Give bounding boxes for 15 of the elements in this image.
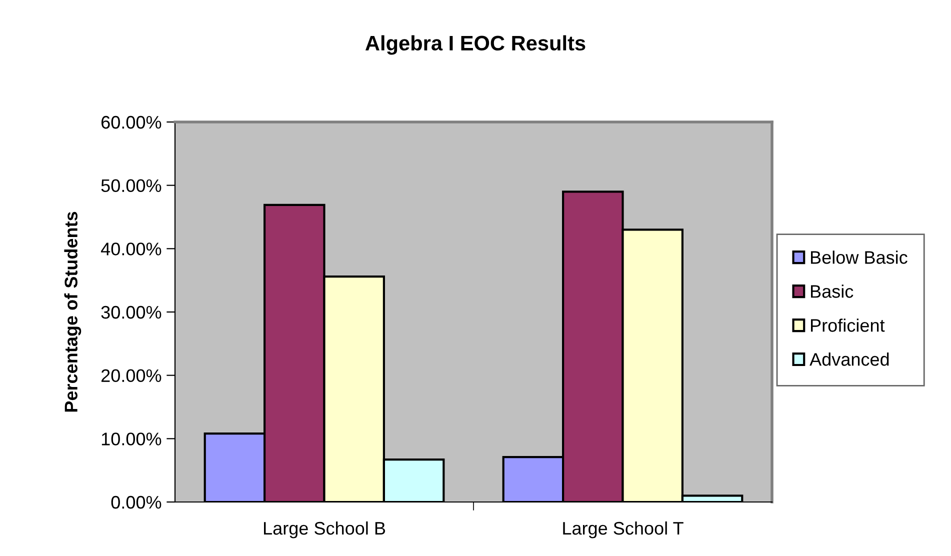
- legend-label: Basic: [811, 284, 854, 298]
- y-tick-label: 30.00%: [101, 306, 162, 319]
- legend-label: Proficient: [811, 318, 885, 332]
- y-tick-label: 20.00%: [101, 369, 162, 382]
- chart-title: Algebra I EOC Results: [365, 35, 586, 55]
- y-tick-label: 40.00%: [100, 242, 162, 256]
- y-tick-label: 0.00%: [111, 496, 162, 509]
- x-tick-label: Large School B: [264, 521, 386, 538]
- y-axis-title: Percentage of Students: [64, 212, 82, 412]
- y-tick-label: 60.00%: [101, 116, 162, 129]
- x-tick-label: Large School T: [563, 521, 684, 538]
- legend-label: Advanced: [810, 352, 889, 366]
- y-tick-label: 50.00%: [101, 179, 162, 192]
- y-tick-label: 10.00%: [102, 432, 162, 446]
- legend-label: Below Basic: [811, 250, 908, 264]
